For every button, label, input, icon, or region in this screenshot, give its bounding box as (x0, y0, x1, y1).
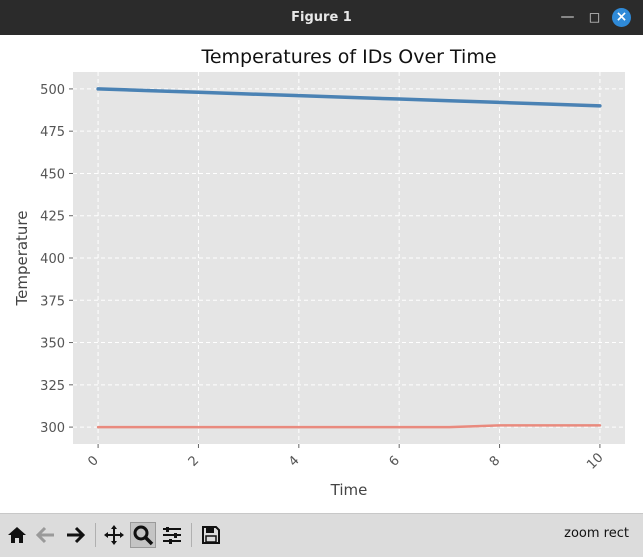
window-title: Figure 1 (291, 10, 352, 25)
chart-title: Temperatures of IDs Over Time (200, 46, 496, 68)
x-tick-label: 0 (85, 453, 101, 469)
y-tick-label: 350 (40, 337, 65, 352)
line-chart: 300 325 350 375 400 425 450 475 500 0 2 4 6 8 10 Tempe… (13, 46, 625, 499)
window-titlebar: Figure 1 — □ × (0, 0, 643, 35)
save-icon[interactable] (198, 522, 224, 548)
x-tick-label: 10 (584, 450, 606, 472)
x-tick-label: 2 (186, 453, 202, 469)
navigation-toolbar: zoom rect (0, 513, 643, 557)
x-tick-label: 8 (487, 453, 503, 469)
maximize-icon[interactable]: □ (588, 10, 601, 24)
y-tick-label: 375 (40, 294, 65, 309)
pan-icon[interactable] (101, 522, 127, 548)
series-lines (96, 87, 602, 429)
figure-canvas[interactable]: 300 325 350 375 400 425 450 475 500 0 2 4 6 8 10 Tempe… (0, 35, 643, 513)
y-tick-label: 500 (40, 83, 65, 98)
toolbar-separator (95, 523, 96, 547)
home-icon[interactable] (4, 522, 30, 548)
y-tick-label: 325 (40, 379, 65, 394)
y-tick-label: 400 (40, 252, 65, 267)
back-arrow-icon[interactable] (33, 522, 59, 548)
y-tick-label: 300 (40, 421, 65, 436)
x-tick-label: 4 (286, 453, 302, 469)
close-icon[interactable]: × (612, 8, 631, 27)
zoom-icon[interactable] (130, 522, 156, 548)
y-tick-label: 475 (40, 125, 65, 140)
series-line-1 (96, 87, 602, 108)
minimize-icon[interactable]: — (560, 9, 575, 25)
y-tick-label: 425 (40, 210, 65, 225)
toolbar-separator (191, 523, 192, 547)
series-line-2 (96, 424, 602, 429)
y-axis-label: Temperature (13, 210, 31, 306)
toolbar-status: zoom rect (564, 526, 629, 541)
grid-lines (73, 72, 625, 444)
configure-subplots-icon[interactable] (159, 522, 185, 548)
y-tick-label: 450 (40, 167, 65, 182)
x-axis-label: Time (330, 481, 368, 499)
forward-arrow-icon[interactable] (62, 522, 88, 548)
x-tick-label: 6 (386, 453, 402, 469)
